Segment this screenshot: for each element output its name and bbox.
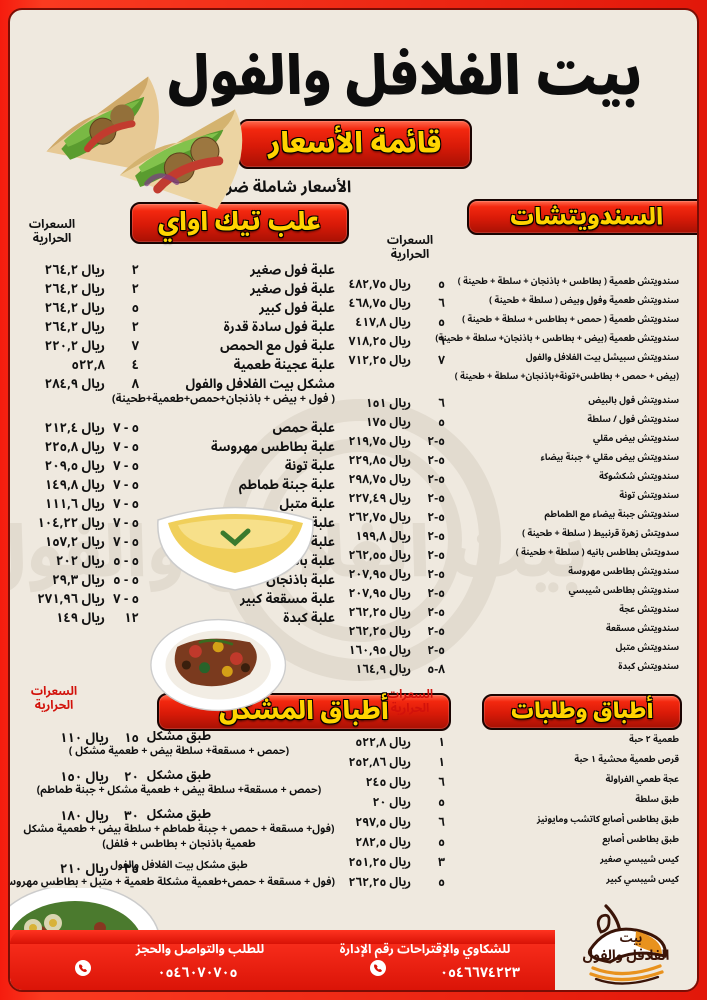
svg-text:الفلافل والفول: الفلافل والفول: [583, 942, 670, 971]
